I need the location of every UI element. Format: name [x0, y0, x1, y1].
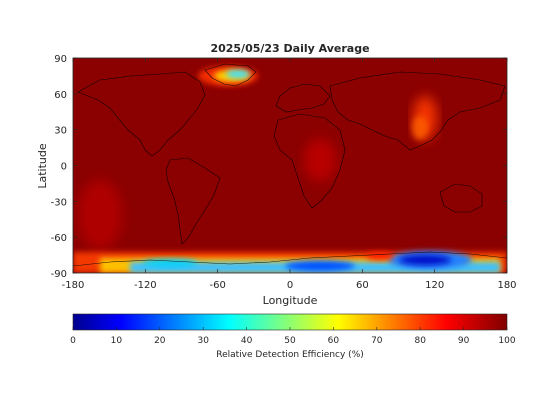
x-axis-label: Longitude	[263, 294, 318, 307]
y-tick-label: -60	[51, 233, 67, 244]
heat-cell	[226, 70, 250, 78]
y-tick-label: 60	[54, 90, 67, 101]
colorbar-tick-label: 70	[371, 336, 383, 346]
x-tick-label: 0	[287, 280, 293, 291]
coastlines	[73, 63, 507, 267]
y-tick-label: 0	[61, 162, 67, 173]
coastline-europe	[275, 83, 331, 113]
x-tick-label: -60	[209, 280, 225, 291]
colorbar-tick-label: 90	[458, 336, 470, 346]
colorbar-ticks: 0 10 20 30 40 50 60 70 80 90 100	[70, 327, 516, 346]
heat-cell	[304, 138, 336, 182]
coastline-greenland	[204, 63, 257, 87]
colorbar-tick-label: 80	[414, 336, 426, 346]
coastline-australia	[439, 183, 483, 213]
heat-cell	[78, 180, 122, 250]
y-tick-label: 90	[54, 54, 67, 65]
plot-area	[73, 58, 507, 273]
x-tick-label: 60	[356, 280, 369, 291]
colorbar-label: Relative Detection Efficiency (%)	[216, 350, 364, 360]
heat-cell	[142, 259, 198, 267]
coastline-south-america	[165, 157, 221, 245]
x-tick-label: 180	[497, 280, 516, 291]
colorbar-tick-label: 20	[154, 336, 166, 346]
colorbar-tick-label: 10	[111, 336, 123, 346]
colorbar-tick-label: 40	[241, 336, 253, 346]
colorbar-tick-label: 100	[498, 336, 515, 346]
colorbar-tick-label: 50	[284, 336, 296, 346]
colorbar-tick-label: 60	[328, 336, 340, 346]
heat-cell	[399, 255, 451, 265]
heatmap-background	[73, 58, 507, 273]
heat-cell	[366, 252, 394, 260]
y-axis-label: Latitude	[36, 143, 49, 189]
coastline-africa	[273, 113, 346, 209]
y-axis: 90 60 30 0 -30 -60 -90	[51, 54, 507, 280]
coastline-asia	[329, 71, 506, 151]
colorbar-tick-label: 30	[197, 336, 209, 346]
x-tick-label: 120	[425, 280, 444, 291]
chart-title: 2025/05/23 Daily Average	[210, 42, 369, 55]
x-tick-label: -120	[134, 280, 157, 291]
coastline-antarctica	[73, 251, 507, 267]
colorbar-tick-label: 0	[70, 336, 76, 346]
y-tick-label: 30	[54, 126, 67, 137]
coastline-north-america	[77, 71, 206, 157]
x-axis: -180 -120 -60 0 60 120 180	[62, 58, 517, 291]
heat-cell	[412, 116, 428, 140]
y-tick-label: -30	[51, 197, 67, 208]
x-tick-label: -180	[62, 280, 85, 291]
heat-cell	[285, 261, 355, 271]
y-tick-label: -90	[51, 269, 67, 280]
